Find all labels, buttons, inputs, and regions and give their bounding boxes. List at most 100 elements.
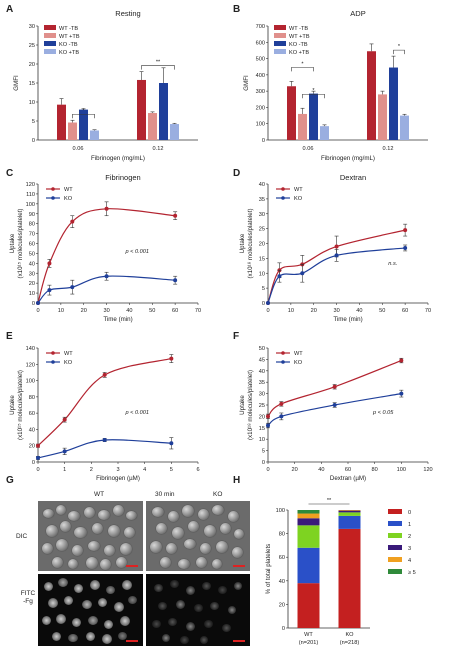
- legend-label: KO: [294, 196, 303, 202]
- x-tick-label: 0: [266, 467, 269, 473]
- y-tick-label: 70: [29, 232, 35, 238]
- y-axis-label: (x10¹⁵ molecules/platelet): [17, 370, 24, 440]
- y-tick-label: 0: [262, 138, 265, 144]
- legend-label: KO +TB: [59, 50, 79, 56]
- y-tick-label: 40: [29, 261, 35, 267]
- y-tick-label: 40: [259, 369, 265, 375]
- panel-letter: H: [233, 475, 240, 486]
- legend-marker: [281, 187, 285, 191]
- data-point: [266, 301, 270, 305]
- x-axis-label: Fibrinogen (mg/mL): [321, 155, 375, 162]
- y-tick-label: 35: [259, 197, 265, 203]
- x-tick-label: 40: [318, 467, 324, 473]
- series-line: [37, 439, 172, 459]
- stacked-bar-segment: [338, 512, 361, 516]
- y-tick-label: 35: [259, 380, 265, 386]
- dic-wt-image: [38, 501, 143, 571]
- data-point: [399, 391, 404, 396]
- y-tick-label: 120: [26, 362, 35, 368]
- y-tick-label: 100: [276, 508, 285, 514]
- legend-label: 1: [408, 522, 411, 528]
- bar: [68, 122, 77, 140]
- legend-label: KO: [64, 360, 73, 366]
- platelet-cell: [56, 539, 68, 551]
- p-value-annotation: p < 0.05: [372, 410, 394, 416]
- x-tick-label: 20: [311, 308, 317, 314]
- platelet-cell: [72, 618, 81, 627]
- bar: [79, 109, 88, 140]
- legend-label: WT +TB: [59, 34, 80, 40]
- platelet-cell: [178, 559, 190, 569]
- x-tick-label: 5: [170, 467, 173, 473]
- significance-bracket: [291, 67, 314, 72]
- data-point: [36, 301, 40, 305]
- stacked-bar-segment: [297, 525, 320, 548]
- data-point: [403, 228, 408, 233]
- platelet-cell: [204, 525, 216, 537]
- bar: [159, 83, 168, 140]
- data-point: [266, 423, 270, 428]
- platelet-cell: [64, 596, 73, 605]
- platelet-cell: [212, 559, 222, 569]
- g-time-label: 30 min: [155, 491, 175, 498]
- legend-label: WT -TB: [59, 26, 78, 32]
- data-point: [173, 213, 178, 218]
- panel-letter: G: [6, 475, 14, 486]
- y-tick-label: 100: [26, 379, 35, 385]
- legend-swatch: [388, 533, 402, 538]
- g-col-label-wt: WT: [94, 491, 105, 498]
- y-tick-label: 5: [262, 449, 265, 455]
- significance-bracket: [72, 113, 95, 119]
- y-axis-label: (x10¹⁸ molecules/platelet): [247, 370, 254, 440]
- platelet-cell: [108, 525, 120, 537]
- y-tick-label: 20: [29, 281, 35, 287]
- x-axis-label: Time (min): [333, 316, 362, 323]
- data-point: [70, 219, 75, 224]
- x-tick-label: 120: [423, 467, 432, 473]
- y-tick-label: 0: [282, 626, 285, 632]
- y-tick-label: 300: [256, 89, 265, 95]
- bar: [148, 113, 157, 140]
- platelet-cell: [188, 521, 199, 532]
- y-tick-label: 15: [259, 256, 265, 262]
- bar: [287, 86, 296, 140]
- x-tick-label: 10: [288, 308, 294, 314]
- platelet-cell: [176, 600, 185, 609]
- data-point: [403, 245, 408, 250]
- legend-marker: [51, 351, 55, 355]
- platelet-cell: [222, 624, 231, 632]
- y-tick-label: 25: [259, 227, 265, 233]
- stacked-bar-segment: [297, 510, 320, 514]
- y-tick-label: 60: [29, 411, 35, 417]
- y-tick-label: 10: [29, 100, 35, 106]
- legend-marker: [51, 196, 55, 200]
- data-point: [279, 401, 284, 406]
- y-tick-label: 80: [29, 222, 35, 228]
- chart-title: Fibrinogen: [105, 173, 140, 182]
- platelet-cell: [152, 620, 161, 628]
- platelet-cell: [118, 632, 127, 640]
- platelet-cell: [43, 509, 54, 518]
- platelet-cell: [216, 541, 228, 553]
- legend-marker: [281, 360, 285, 364]
- data-point: [47, 288, 52, 293]
- x-tick-label: 0.06: [73, 146, 84, 152]
- platelet-cell: [98, 598, 107, 607]
- data-point: [266, 414, 270, 419]
- data-point: [300, 271, 305, 276]
- legend-swatch: [44, 25, 56, 30]
- x-tick-label: 0.06: [303, 146, 314, 152]
- series-line: [37, 358, 172, 447]
- significance-label: **: [156, 60, 161, 66]
- y-tick-label: 700: [256, 24, 265, 30]
- x-tick-label: 60: [402, 308, 408, 314]
- platelet-cell: [113, 505, 124, 516]
- y-axis-label: Uptake: [239, 395, 246, 415]
- bar: [137, 79, 146, 140]
- platelet-cell: [82, 600, 92, 609]
- legend-label: ≥ 5: [408, 570, 416, 576]
- significance-bracket: [141, 65, 175, 70]
- y-tick-label: 25: [29, 43, 35, 49]
- platelet-cell: [100, 559, 111, 570]
- data-point: [62, 417, 67, 422]
